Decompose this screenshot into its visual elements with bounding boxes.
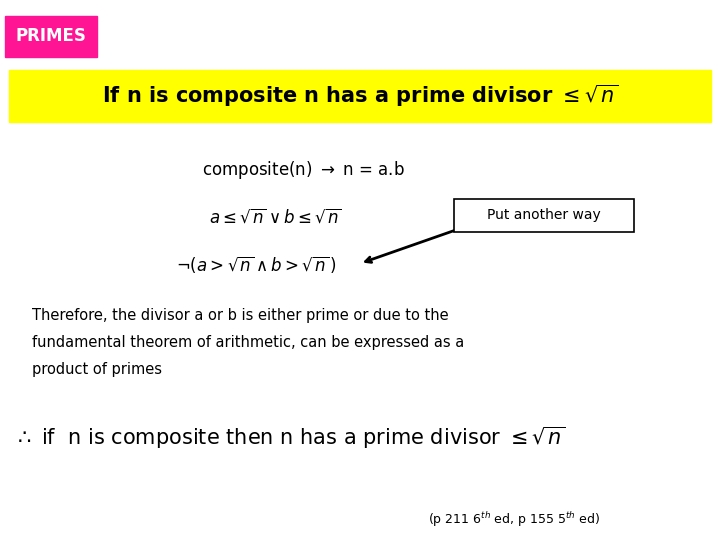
FancyBboxPatch shape — [9, 70, 711, 122]
Text: fundamental theorem of arithmetic, can be expressed as a: fundamental theorem of arithmetic, can b… — [32, 335, 464, 350]
Text: Put another way: Put another way — [487, 208, 600, 222]
Text: If n is composite n has a prime divisor $\leq \sqrt{n}$: If n is composite n has a prime divisor … — [102, 83, 618, 109]
Text: $a \leq \sqrt{n} \vee b \leq \sqrt{n}$: $a \leq \sqrt{n} \vee b \leq \sqrt{n}$ — [209, 208, 341, 226]
Text: $\therefore$ if  n is composite then n has a prime divisor $\leq \sqrt{n}$: $\therefore$ if n is composite then n ha… — [13, 424, 565, 450]
FancyBboxPatch shape — [454, 199, 634, 232]
Text: (p 211 6$^{th}$ ed, p 155 5$^{th}$ ed): (p 211 6$^{th}$ ed, p 155 5$^{th}$ ed) — [428, 510, 600, 529]
FancyBboxPatch shape — [5, 16, 97, 57]
Text: product of primes: product of primes — [32, 362, 163, 377]
Text: PRIMES: PRIMES — [16, 28, 86, 45]
Text: $\neg(a > \sqrt{n} \wedge b > \sqrt{n}\,)$: $\neg(a > \sqrt{n} \wedge b > \sqrt{n}\,… — [176, 254, 338, 275]
Text: Therefore, the divisor a or b is either prime or due to the: Therefore, the divisor a or b is either … — [32, 308, 449, 323]
Text: composite(n) $\rightarrow$ n = a.b: composite(n) $\rightarrow$ n = a.b — [202, 159, 405, 181]
